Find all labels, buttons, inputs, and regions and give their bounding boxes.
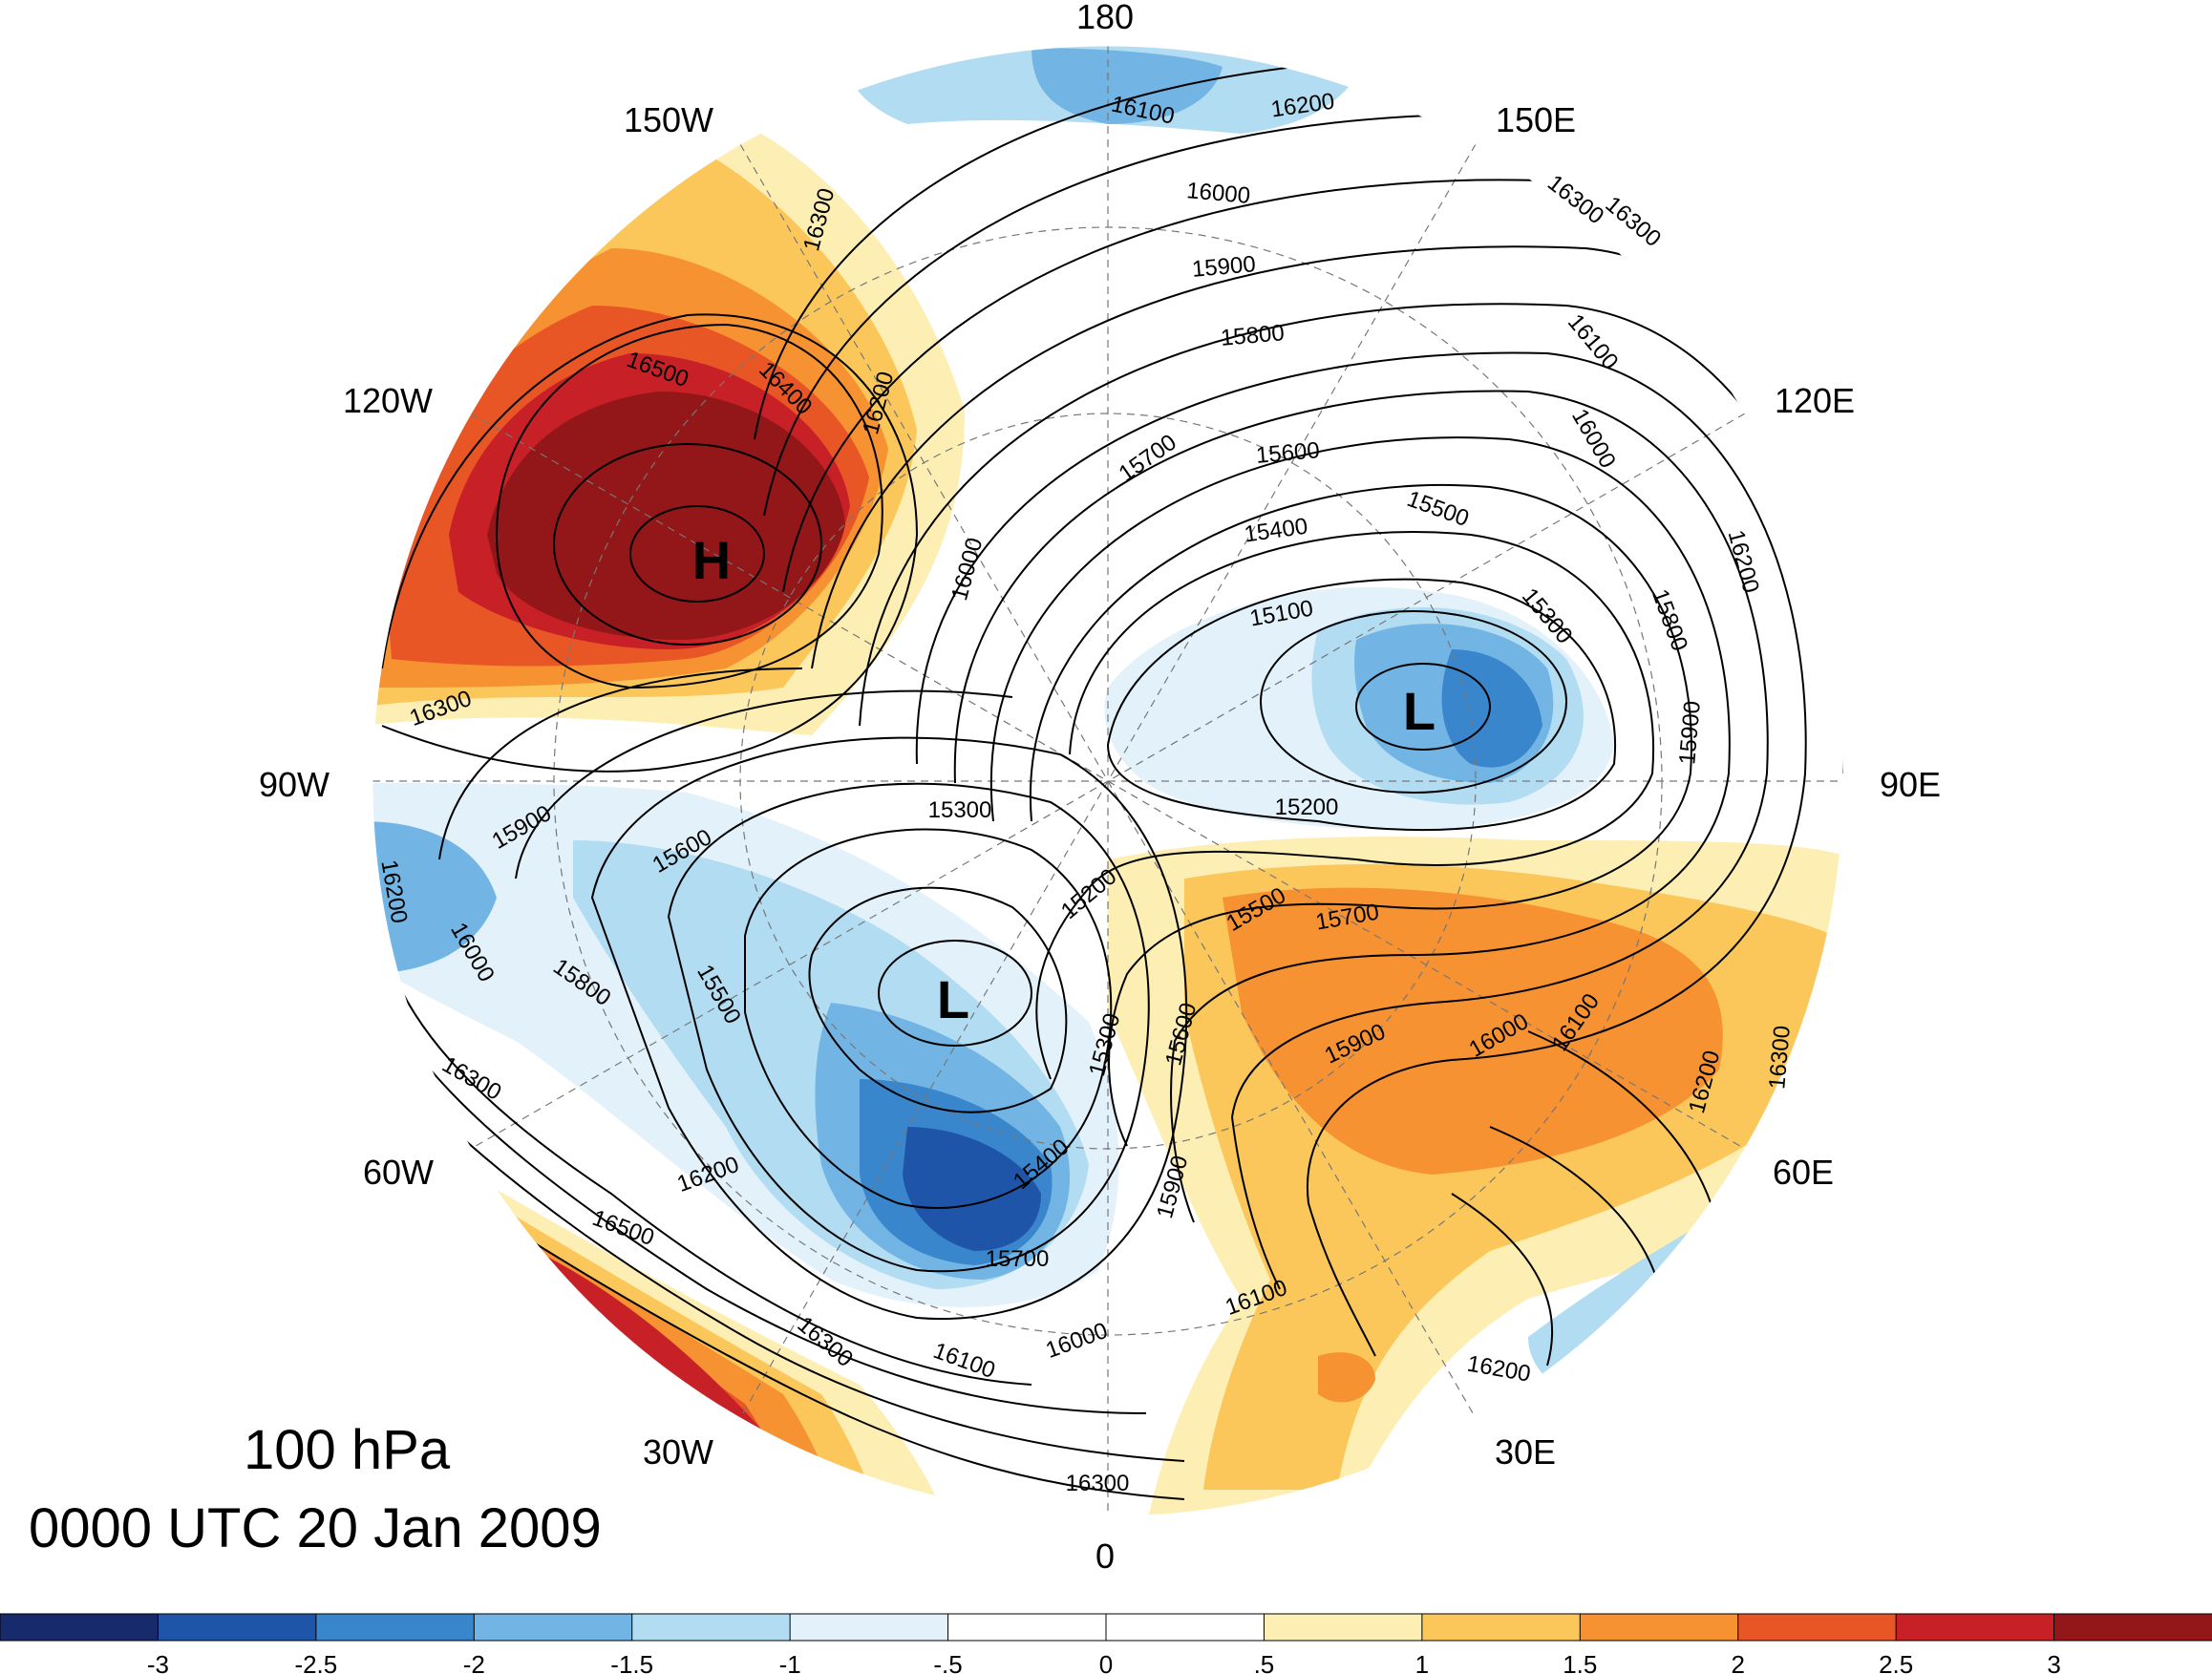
colorbar-tick-label: 1 (1415, 1650, 1429, 1674)
warm-anomaly-se-3 (1318, 1352, 1375, 1403)
contour-label: 15900 (1191, 251, 1257, 283)
graticule (372, 46, 1843, 1516)
colorbar-segment (1263, 1613, 1423, 1642)
colorbar-tick-label: -1.5 (610, 1650, 653, 1674)
cold-anomaly-south-4 (903, 1127, 1041, 1251)
cold-anomaly-west-edge (372, 821, 497, 974)
contour-label: 15900 (1674, 700, 1706, 766)
cold-anomaly-north-1 (1032, 48, 1223, 124)
colorbar-tick-label: 3 (2047, 1650, 2060, 1674)
lon-label-120e: 120E (1775, 381, 1855, 420)
colorbar-tick-label: -1 (779, 1650, 801, 1674)
contour-label: 15800 (1220, 320, 1286, 351)
colorbar-segment (0, 1613, 160, 1642)
pressure-level-caption: 100 hPa (244, 1419, 451, 1481)
lon-label-120w: 120W (343, 381, 433, 420)
colorbar-segment (157, 1613, 317, 1642)
colorbar-tick-label: 2 (1731, 1650, 1744, 1674)
cold-anomaly-east-3 (1441, 649, 1542, 768)
lon-label-0: 0 (1095, 1536, 1115, 1576)
colorbar-tick-label: -2 (463, 1650, 485, 1674)
contour-label: 16300 (1601, 191, 1666, 252)
colorbar-segment (1737, 1613, 1898, 1642)
contour-label: 16000 (1185, 178, 1251, 209)
colorbar-segment (631, 1613, 792, 1642)
lon-label-30w: 30W (643, 1432, 713, 1472)
colorbar-segment (947, 1613, 1107, 1642)
lon-label-30e: 30E (1495, 1432, 1556, 1472)
contour-label: 15700 (986, 1246, 1050, 1272)
colorbar-tick-label: .5 (1254, 1650, 1275, 1674)
low-center-south-label: L (937, 969, 969, 1029)
colorbar-segment (1105, 1613, 1266, 1642)
colorbar-tick-label: 0 (1099, 1650, 1113, 1674)
low-center-east-label: L (1403, 681, 1436, 741)
lon-label-60w: 60W (363, 1153, 434, 1192)
lon-label-90e: 90E (1880, 765, 1941, 804)
colorbar-tick-label: 1.5 (1563, 1650, 1597, 1674)
colorbar-tick-label: -.5 (933, 1650, 962, 1674)
contour-label: 16300 (1066, 1471, 1130, 1496)
lon-label-60e: 60E (1773, 1153, 1834, 1192)
colorbar-segment (2053, 1613, 2212, 1642)
warm-anomaly-se-2 (1223, 887, 1723, 1175)
lon-label-180: 180 (1076, 0, 1134, 36)
pressure-centers: H L L (692, 530, 1436, 1029)
colorbar-tick-label: -3 (147, 1650, 169, 1674)
contour-label: 15200 (1275, 795, 1339, 820)
high-center-label: H (692, 530, 731, 590)
longitude-labels: 180 150E 120E 90E 60E 30E 0 30W 60W 90W … (259, 0, 1941, 1576)
colorbar-segment (789, 1613, 949, 1642)
colorbar-segment (1895, 1613, 2055, 1642)
lon-label-150w: 150W (624, 100, 713, 139)
contour-label: 16300 (1764, 1025, 1796, 1091)
colorbar-tick-label: -2.5 (294, 1650, 337, 1674)
contour-label: 15300 (928, 797, 992, 823)
lon-label-90w: 90W (259, 765, 330, 804)
colorbar: -3 -2.5 -2 -1.5 -1 -.5 0 .5 1 1.5 2 2.5 3 (0, 1613, 2212, 1674)
colorbar-tick-label: 2.5 (1879, 1650, 1913, 1674)
colorbar-segment (473, 1613, 633, 1642)
contour-label: 15600 (1255, 437, 1321, 469)
valid-time-caption: 0000 UTC 20 Jan 2009 (29, 1497, 602, 1559)
colorbar-segment (315, 1613, 476, 1642)
lon-label-150e: 150E (1496, 100, 1576, 139)
colorbar-segment (1421, 1613, 1582, 1642)
colorbar-segment (1579, 1613, 1739, 1642)
